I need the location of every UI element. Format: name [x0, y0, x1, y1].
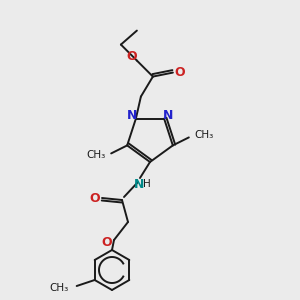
- Text: O: O: [102, 236, 112, 250]
- Text: N: N: [163, 109, 173, 122]
- Text: N: N: [127, 109, 137, 122]
- Text: O: O: [90, 191, 100, 205]
- Text: O: O: [175, 66, 185, 79]
- Text: CH₃: CH₃: [50, 283, 69, 293]
- Text: H: H: [143, 179, 151, 189]
- Text: CH₃: CH₃: [86, 150, 105, 161]
- Text: O: O: [127, 50, 137, 63]
- Text: N: N: [134, 178, 144, 190]
- Text: CH₃: CH₃: [195, 130, 214, 140]
